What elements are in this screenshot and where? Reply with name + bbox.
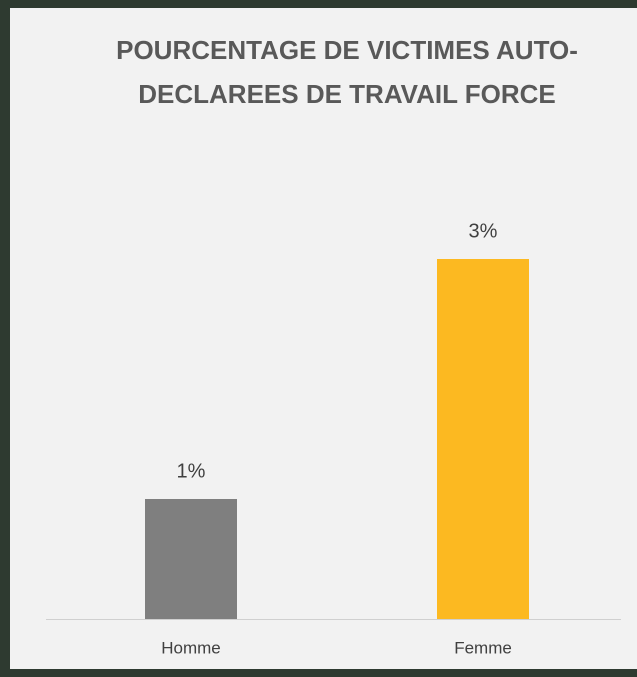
bar	[437, 259, 529, 619]
chart-panel	[10, 8, 637, 669]
data-label: 3%	[469, 220, 498, 242]
x-tick-label: Femme	[454, 638, 512, 657]
x-tick-label: Homme	[161, 638, 221, 657]
bar	[145, 499, 237, 619]
chart-title: POURCENTAGE DE VICTIMES AUTO-DECLAREES D…	[116, 35, 578, 109]
data-label: 1%	[177, 460, 206, 482]
